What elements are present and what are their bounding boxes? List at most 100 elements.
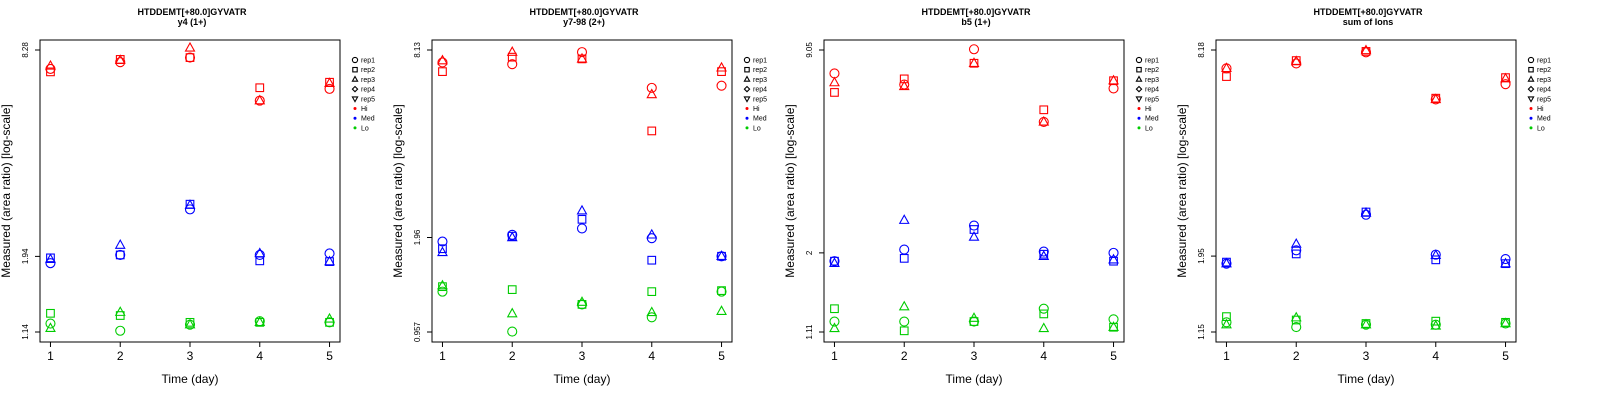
data-point-lo-rep2: [1039, 309, 1049, 319]
data-point-lo-rep1: [437, 286, 448, 297]
data-point-med-rep1: [1108, 247, 1119, 258]
x-tick-label: 1: [831, 349, 838, 363]
y-axis-label: Measured (area ratio) [log-scale]: [0, 104, 13, 277]
legend-marker-med: [353, 116, 357, 120]
legend-marker-lo: [745, 126, 749, 130]
x-tick-label: 2: [901, 349, 908, 363]
data-point-hi-rep2: [647, 126, 657, 136]
plot-frame: [39, 39, 341, 343]
legend-marker-rep2: [1136, 66, 1142, 73]
data-point-med-rep1: [576, 223, 588, 234]
data-point-hi-rep2: [717, 67, 726, 76]
legend-label: rep1: [1537, 58, 1551, 65]
data-point-lo-rep2: [507, 285, 517, 294]
legend-label: Hi: [1537, 106, 1544, 113]
legend-marker-rep3: [1527, 75, 1535, 82]
chart-title: HTDDEMT[+80.0]GYVATR: [1314, 7, 1423, 17]
legend-label: Med: [1145, 116, 1159, 123]
data-point-hi-rep3: [324, 77, 335, 88]
x-tick-label: 5: [1502, 349, 1509, 363]
chart-title: HTDDEMT[+80.0]GYVATR: [530, 7, 639, 17]
data-point-med-rep3: [1360, 207, 1372, 217]
data-point-lo-rep3: [829, 322, 840, 333]
legend-label: rep1: [361, 58, 375, 65]
data-point-hi-rep3: [1038, 115, 1050, 126]
data-point-lo-rep3: [898, 300, 910, 311]
x-tick-label: 1: [47, 349, 54, 363]
legend-label: rep2: [1145, 67, 1159, 74]
data-point-med-rep2: [1431, 255, 1441, 265]
x-tick-label: 1: [439, 349, 446, 363]
data-point-hi-rep3: [254, 94, 266, 105]
legend-marker-lo: [1529, 126, 1533, 130]
legend-label: rep5: [753, 96, 767, 103]
data-point-hi-rep1: [716, 80, 727, 91]
data-point-med-rep3: [1500, 257, 1511, 268]
chart-subtitle: sum of Ions: [1343, 17, 1394, 27]
y-tick-label: 8.18: [1197, 42, 1206, 58]
legend-label: Lo: [753, 125, 761, 132]
legend-marker-rep2: [744, 66, 750, 73]
data-point-lo-rep3: [1221, 318, 1232, 329]
data-point-med-rep3: [254, 247, 266, 258]
data-point-med-rep1: [1360, 209, 1372, 220]
legend-marker-rep4: [743, 85, 751, 93]
legend-marker-rep4: [1527, 85, 1535, 93]
data-point-hi-rep3: [1290, 55, 1302, 66]
legend-marker-rep3: [351, 75, 359, 82]
legend-label: Hi: [753, 106, 760, 113]
data-point-med-rep3: [646, 228, 658, 239]
x-tick-label: 4: [648, 349, 655, 363]
legend-label: rep4: [753, 87, 767, 94]
legend-marker-rep2: [352, 66, 358, 73]
data-point-hi-rep1: [646, 82, 657, 93]
y-tick-label: 1.95: [1197, 248, 1206, 264]
legend-label: rep4: [1145, 87, 1159, 94]
data-point-hi-rep1: [899, 79, 910, 90]
data-point-med-rep2: [438, 244, 447, 254]
legend-marker-rep4: [1135, 85, 1143, 93]
data-point-med-rep3: [829, 257, 840, 268]
data-point-med-rep3: [1290, 238, 1302, 248]
data-point-hi-rep3: [1500, 72, 1511, 83]
data-point-lo-rep1: [576, 299, 588, 310]
legend-label: rep2: [1537, 67, 1551, 74]
data-point-hi-rep3: [1360, 44, 1372, 55]
legend-marker-med: [1137, 116, 1141, 120]
data-point-med-rep2: [647, 255, 657, 265]
data-point-med-rep3: [114, 239, 126, 249]
data-point-hi-rep2: [438, 67, 447, 76]
data-point-med-rep3: [716, 250, 727, 260]
data-point-hi-rep3: [1108, 74, 1119, 85]
legend-label: rep2: [753, 67, 767, 74]
data-point-lo-rep2: [46, 308, 55, 318]
data-point-med-rep2: [1291, 249, 1301, 259]
data-point-med-rep2: [115, 250, 125, 260]
legend-marker-rep5: [1527, 96, 1535, 103]
data-point-hi-rep1: [437, 57, 448, 68]
legend-marker-hi: [1529, 107, 1533, 110]
x-axis-label: Time (day): [162, 372, 219, 386]
data-point-lo-rep2: [830, 304, 839, 314]
legend-label: Med: [753, 116, 767, 123]
data-point-hi-rep1: [968, 44, 980, 55]
data-point-hi-rep3: [506, 46, 518, 56]
legend-marker-hi: [745, 107, 749, 110]
data-point-lo-rep2: [717, 286, 726, 295]
legend-marker-rep4: [351, 85, 359, 93]
legend-marker-rep1: [1527, 56, 1535, 64]
x-axis-label: Time (day): [1338, 372, 1395, 386]
data-point-lo-rep1: [45, 318, 56, 329]
data-point-med-rep1: [1038, 246, 1049, 257]
y-tick-label: 1.96: [413, 229, 422, 245]
legend-marker-rep1: [1135, 56, 1143, 64]
data-point-lo-rep3: [646, 306, 658, 317]
data-point-hi-rep3: [1430, 93, 1442, 104]
legend-marker-rep5: [743, 96, 751, 103]
data-point-med-rep1: [899, 244, 910, 255]
legend-label: rep3: [361, 77, 375, 84]
data-point-lo-rep3: [45, 322, 56, 333]
